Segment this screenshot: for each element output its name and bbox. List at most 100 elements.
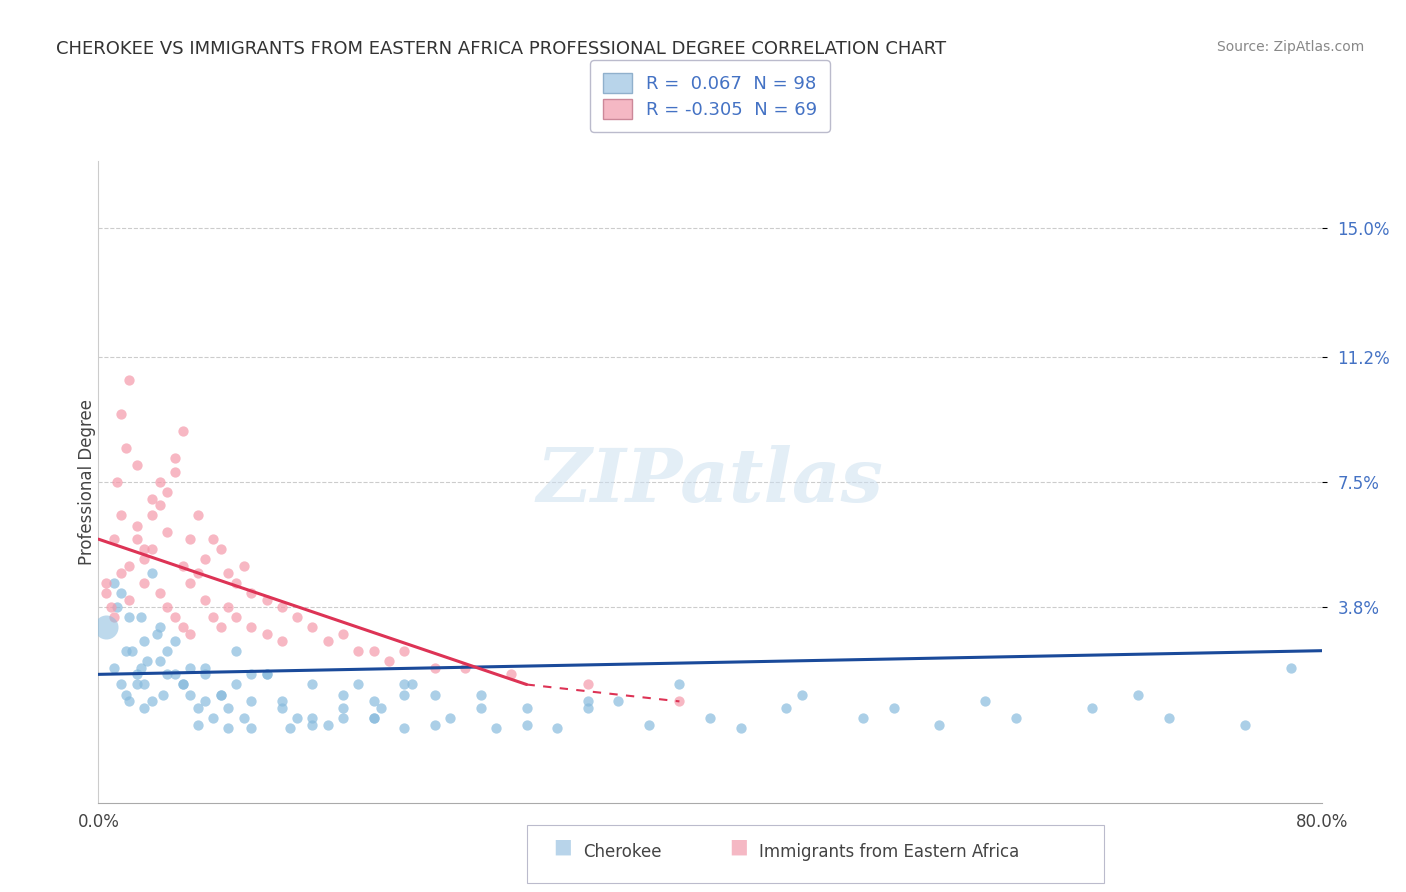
Point <box>546 722 568 736</box>
Point <box>974 694 997 708</box>
Point <box>240 722 263 736</box>
Point <box>145 627 167 641</box>
Point <box>240 694 263 708</box>
Point <box>125 532 148 546</box>
Point <box>134 633 156 648</box>
Point <box>454 660 477 674</box>
Point <box>516 718 538 732</box>
Point <box>194 694 217 708</box>
Point <box>852 711 875 725</box>
Point <box>134 576 156 591</box>
Point <box>179 627 201 641</box>
Point <box>134 542 156 557</box>
Point <box>301 718 323 732</box>
Point <box>363 694 385 708</box>
Point <box>576 701 599 715</box>
Point <box>118 373 141 387</box>
Point <box>392 722 416 736</box>
Point <box>172 677 194 691</box>
Point <box>141 508 163 523</box>
Point <box>392 677 416 691</box>
Point <box>156 643 179 657</box>
Point <box>516 701 538 715</box>
Point <box>103 576 125 591</box>
Point <box>301 620 323 634</box>
Point <box>94 576 117 591</box>
Point <box>1128 688 1150 702</box>
Point <box>217 701 239 715</box>
Point <box>607 694 630 708</box>
Point <box>240 586 263 600</box>
Point <box>187 701 209 715</box>
Point <box>172 424 194 438</box>
Point <box>125 667 148 681</box>
Point <box>110 508 132 523</box>
Point <box>110 407 132 421</box>
Point <box>163 610 186 624</box>
Point <box>401 677 423 691</box>
Point <box>156 667 179 681</box>
Point <box>928 718 950 732</box>
Point <box>217 722 239 736</box>
Point <box>110 566 132 580</box>
Point <box>332 711 354 725</box>
Point <box>332 627 354 641</box>
Point <box>301 677 323 691</box>
Point <box>172 620 194 634</box>
Text: ZIPatlas: ZIPatlas <box>537 445 883 518</box>
Point <box>100 599 122 614</box>
Text: Immigrants from Eastern Africa: Immigrants from Eastern Africa <box>759 843 1019 861</box>
Point <box>115 441 138 455</box>
Point <box>285 610 308 624</box>
Point <box>370 701 392 715</box>
Point <box>730 722 752 736</box>
Point <box>270 694 294 708</box>
Point <box>115 688 138 702</box>
Point <box>256 593 278 607</box>
Point <box>576 694 599 708</box>
Text: Cherokee: Cherokee <box>583 843 662 861</box>
Point <box>363 711 385 725</box>
Point <box>775 701 797 715</box>
Point <box>209 620 232 634</box>
Point <box>103 610 125 624</box>
Text: ▪: ▪ <box>728 833 748 862</box>
Point <box>125 677 148 691</box>
Point <box>439 711 461 725</box>
Text: Immigrants from Eastern Africa: Immigrants from Eastern Africa <box>759 843 1019 861</box>
Point <box>156 525 179 540</box>
Point <box>118 610 141 624</box>
Point <box>332 701 354 715</box>
Point <box>270 599 294 614</box>
Point <box>470 701 492 715</box>
Point <box>240 667 263 681</box>
Legend: R =  0.067  N = 98, R = -0.305  N = 69: R = 0.067 N = 98, R = -0.305 N = 69 <box>591 61 830 132</box>
Point <box>232 711 254 725</box>
Point <box>172 559 194 574</box>
Point <box>115 643 138 657</box>
Point <box>485 722 508 736</box>
Point <box>156 484 179 499</box>
Point <box>316 633 339 648</box>
Point <box>225 576 247 591</box>
Point <box>225 610 247 624</box>
Point <box>194 593 217 607</box>
Point <box>103 660 125 674</box>
Point <box>152 688 174 702</box>
Point <box>285 711 308 725</box>
Point <box>1081 701 1104 715</box>
Point <box>134 552 156 566</box>
Point <box>576 677 599 691</box>
Text: ▪: ▪ <box>553 833 572 862</box>
Point <box>129 660 152 674</box>
Point <box>149 499 172 513</box>
Point <box>118 559 141 574</box>
Point <box>256 667 278 681</box>
Text: ▪: ▪ <box>553 833 572 862</box>
Point <box>179 576 201 591</box>
Point <box>363 711 385 725</box>
Point <box>187 566 209 580</box>
Point <box>141 491 163 506</box>
Point <box>121 643 143 657</box>
Point <box>179 688 201 702</box>
